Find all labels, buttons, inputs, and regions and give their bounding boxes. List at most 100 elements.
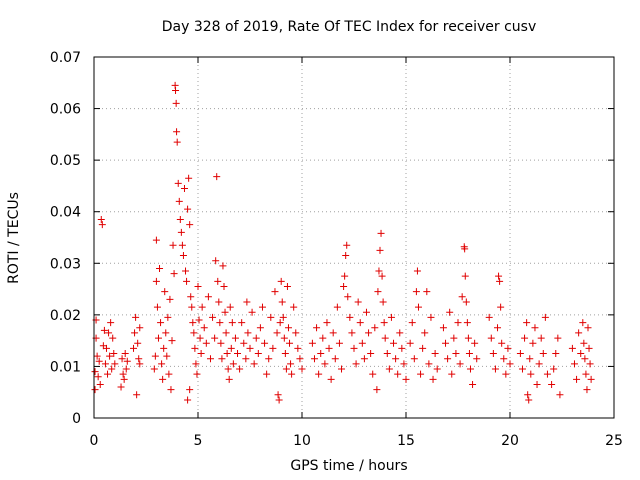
data-point [121,350,129,358]
data-point [439,324,447,332]
data-point [174,179,182,187]
data-point [256,324,264,332]
data-point [283,282,291,290]
data-point [570,360,578,368]
data-point [98,221,106,229]
data-point [313,324,321,332]
data-point [310,355,318,363]
data-point [456,360,464,368]
data-point [376,246,384,254]
data-point [122,365,130,373]
data-point [131,329,139,337]
data-point [214,277,222,285]
data-point [400,360,408,368]
data-point [180,185,188,193]
data-point [495,272,503,280]
data-point [552,350,560,358]
data-point [172,87,180,95]
data-point [191,344,199,352]
data-point [462,298,470,306]
data-point [531,324,539,332]
x-tick-label: 25 [605,433,623,449]
x-axis-label: GPS time / hours [290,458,407,474]
data-point [96,380,104,388]
data-point [91,368,99,376]
grid-lines [94,57,614,418]
data-point [584,324,592,332]
data-point [461,245,469,253]
data-point [212,257,220,265]
data-point [219,262,227,270]
data-point [198,303,206,311]
data-point [157,319,165,327]
data-point [298,365,306,373]
data-point [238,319,246,327]
data-point [414,303,422,311]
data-point [383,350,391,358]
data-point [581,355,589,363]
data-point [343,241,351,249]
data-point [461,272,469,280]
data-point [390,339,398,347]
data-point [458,293,466,301]
data-point [535,360,543,368]
data-point [498,339,506,347]
data-point [335,339,343,347]
data-point [213,173,221,181]
data-point [153,303,161,311]
data-point [331,355,339,363]
data-point [216,319,224,327]
axis-ticks [93,56,615,419]
data-point [91,386,99,394]
data-point [130,344,138,352]
data-point [543,370,551,378]
data-point [267,313,275,321]
data-point [537,334,545,342]
data-point [446,308,454,316]
data-point [252,334,260,342]
data-point [378,272,386,280]
data-point [276,319,284,327]
data-point [158,360,166,368]
data-point [342,252,350,260]
data-point [227,344,235,352]
data-point [280,334,288,342]
data-point [583,386,591,394]
data-point [168,337,176,345]
data-point [134,339,142,347]
data-point [586,360,594,368]
data-point [196,334,204,342]
data-point [136,360,144,368]
data-point [327,375,335,383]
data-point [223,350,231,358]
data-point [197,350,205,358]
data-point [106,352,114,360]
data-point [392,355,400,363]
data-point [136,324,144,332]
data-point [340,282,348,290]
data-point [463,319,471,327]
data-point [154,334,162,342]
data-point [371,324,379,332]
data-point [344,293,352,301]
data-point [286,339,294,347]
data-point [413,267,421,275]
y-tick-label: 0.05 [50,153,81,169]
data-point [284,324,292,332]
x-tick-label: 5 [194,433,203,449]
data-point [173,128,181,136]
x-tick-label: 10 [293,433,311,449]
data-point [321,360,329,368]
data-point [281,350,289,358]
data-point [491,365,499,373]
data-point [325,344,333,352]
data-point [425,360,433,368]
data-point [396,329,404,337]
data-point [162,329,170,337]
data-point [273,329,281,337]
y-tick-label: 0.06 [50,102,81,118]
data-point [506,360,514,368]
data-point [173,138,181,146]
data-point [192,360,200,368]
data-point [229,360,237,368]
